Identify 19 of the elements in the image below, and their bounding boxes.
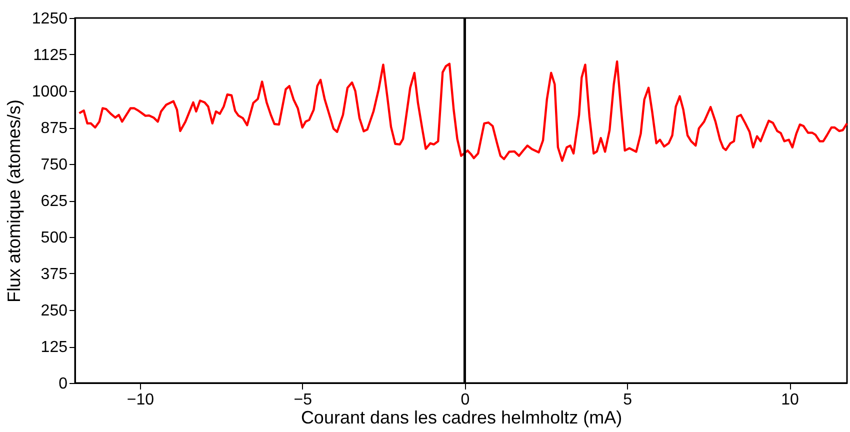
y-axis-title: Flux atomique (atomes/s) bbox=[4, 99, 24, 303]
y-tick-label: 500 bbox=[40, 230, 68, 246]
y-tick-label: 750 bbox=[40, 156, 68, 174]
line-series bbox=[78, 60, 848, 162]
y-tick-label: 250 bbox=[40, 302, 68, 320]
y-tick-label: 0 bbox=[58, 376, 68, 392]
x-tick-label: −10 bbox=[126, 392, 154, 408]
y-tick-label: 1250 bbox=[32, 10, 68, 28]
y-tick-label: 625 bbox=[40, 193, 68, 210]
x-tick-label: 0 bbox=[460, 392, 470, 408]
y-tick-label: 875 bbox=[40, 120, 68, 137]
x-tick-label: 10 bbox=[781, 392, 800, 408]
x-axis-title: Courant dans les cadres helmholtz (mA) bbox=[300, 408, 622, 428]
y-tick-label: 1000 bbox=[32, 84, 68, 100]
x-tick-label: −5 bbox=[294, 392, 312, 408]
y-tick-label: 125 bbox=[40, 339, 68, 356]
x-tick-label: 5 bbox=[623, 392, 632, 408]
y-tick-label: 375 bbox=[40, 266, 68, 283]
y-tick-label: 1125 bbox=[33, 47, 68, 64]
